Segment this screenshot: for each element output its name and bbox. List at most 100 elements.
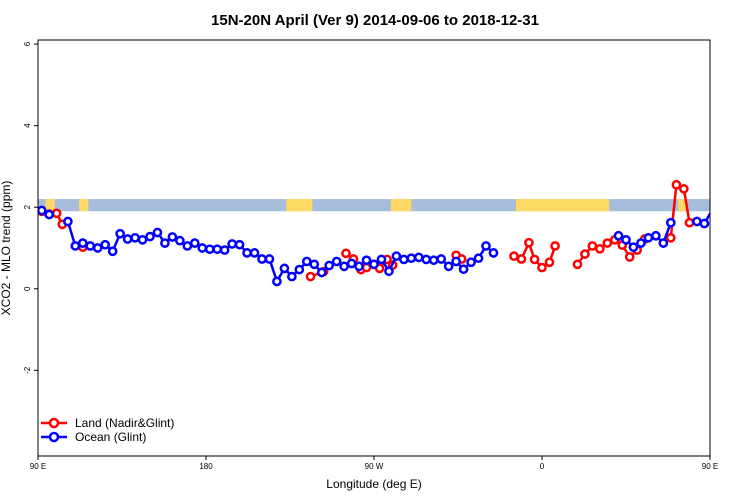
data-point	[443, 261, 454, 272]
data-point	[160, 238, 170, 248]
chart-title: 15N-20N April (Ver 9) 2014-09-06 to 2018…	[211, 12, 539, 29]
map-land-patch	[678, 199, 686, 212]
data-point	[234, 239, 245, 250]
series-line	[66, 221, 495, 283]
data-point	[544, 257, 555, 268]
y-tick-label: 4	[23, 123, 32, 128]
background-map	[38, 199, 710, 212]
x-tick-label: 180	[199, 462, 213, 471]
data-point	[481, 241, 491, 251]
series-layer	[38, 179, 742, 287]
data-point	[595, 243, 605, 254]
data-point	[189, 238, 200, 248]
data-point	[212, 244, 223, 255]
data-point	[85, 241, 96, 251]
map-land-patch	[286, 199, 313, 212]
map-land-patch	[45, 199, 55, 212]
data-point	[376, 254, 387, 265]
x-axis-label: Longitude (deg E)	[326, 477, 421, 491]
y-axis-label: XCO2 - MLO trend (ppm)	[0, 181, 13, 316]
data-point	[264, 254, 275, 264]
legend: Land (Nadir&Glint) Ocean (Glint)	[41, 416, 174, 444]
data-point	[257, 254, 267, 264]
series-line	[725, 213, 742, 225]
data-point	[354, 261, 364, 272]
data-point	[621, 234, 631, 245]
data-point	[227, 239, 237, 249]
data-point	[301, 256, 312, 267]
data-point	[324, 260, 335, 271]
data-point	[572, 259, 583, 270]
data-point	[175, 235, 185, 246]
data-point	[692, 216, 702, 227]
y-tick-label: 2	[23, 204, 32, 209]
data-point	[331, 256, 342, 267]
data-point	[466, 257, 476, 268]
data-point	[346, 258, 357, 269]
y-tick-label: -2	[23, 366, 32, 374]
data-point	[509, 251, 519, 262]
data-point	[679, 184, 689, 194]
data-point	[130, 232, 140, 243]
data-point	[287, 271, 297, 282]
data-point	[406, 253, 417, 264]
x-tick-label: 90 E	[702, 462, 718, 471]
data-point	[115, 228, 125, 239]
data-point	[699, 218, 710, 229]
legend-marker-ocean	[48, 431, 60, 443]
data-point	[137, 234, 148, 245]
x-tick-label: 90 W	[365, 462, 384, 471]
data-point	[391, 251, 402, 262]
x-axis: 90 E 180 90 W 0 90 E	[30, 456, 718, 471]
data-point	[77, 238, 88, 248]
data-point	[309, 259, 320, 270]
x-tick-label: 0	[540, 462, 545, 471]
data-point	[107, 246, 118, 257]
map-land-patch	[79, 199, 89, 212]
data-point	[537, 262, 547, 273]
data-point	[182, 241, 193, 251]
data-point	[413, 252, 424, 263]
data-point	[473, 253, 484, 264]
data-point	[122, 234, 133, 244]
data-point	[624, 252, 635, 262]
data-point	[636, 238, 646, 248]
data-point	[628, 242, 639, 253]
data-point	[38, 205, 47, 216]
data-point	[279, 263, 290, 274]
data-point	[145, 231, 155, 242]
data-point	[361, 255, 372, 266]
data-point	[658, 238, 669, 248]
data-point	[219, 245, 230, 255]
data-point	[384, 266, 394, 277]
data-point	[458, 264, 469, 275]
data-point	[529, 254, 540, 265]
data-point	[421, 254, 432, 265]
map-ocean-band	[38, 199, 710, 212]
y-tick-label: 0	[23, 286, 32, 291]
data-point	[294, 264, 305, 275]
data-point	[167, 232, 178, 242]
legend-label-land: Land (Nadir&Glint)	[75, 416, 174, 430]
y-tick-label: 6	[23, 41, 32, 46]
data-point	[516, 254, 527, 264]
data-point	[451, 256, 461, 267]
data-point	[204, 244, 215, 255]
data-point	[100, 239, 111, 250]
data-point	[339, 261, 349, 272]
data-point	[63, 216, 73, 227]
data-point	[665, 217, 676, 228]
data-point	[488, 248, 499, 258]
data-point	[44, 209, 55, 220]
data-point	[152, 227, 163, 238]
data-point	[399, 254, 409, 265]
data-point	[602, 238, 613, 248]
data-point	[272, 276, 282, 287]
data-point	[341, 248, 351, 259]
series-0	[38, 179, 742, 282]
y-axis: -2 0 2 4 6	[23, 41, 38, 374]
data-point	[613, 230, 624, 241]
data-point	[369, 259, 379, 270]
